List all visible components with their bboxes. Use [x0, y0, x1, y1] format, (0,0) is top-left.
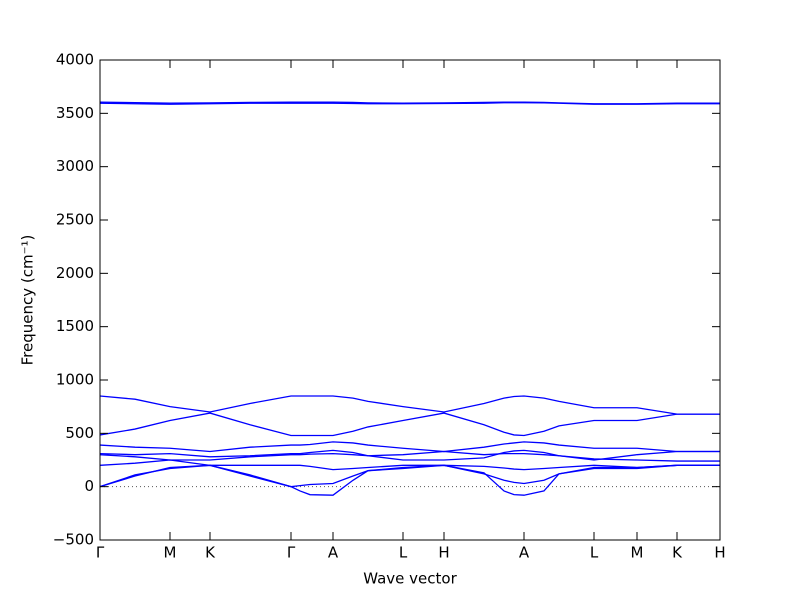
y-tick-label: 3500 [56, 104, 94, 122]
band-line [99, 395, 720, 415]
y-tick-label: 4000 [56, 51, 94, 69]
x-axis-label: Wave vector [363, 570, 457, 588]
band-line [99, 459, 720, 471]
y-axis-label: Frequency (cm⁻¹) [19, 235, 37, 366]
y-tick-label: 3000 [56, 157, 94, 175]
x-tick-label: M [631, 544, 644, 562]
x-tick-label: A [519, 544, 530, 562]
band-line [99, 450, 720, 462]
x-tick-label: Γ [96, 544, 105, 562]
band-line [99, 441, 720, 453]
y-tick-label: 500 [65, 424, 94, 442]
band-line [99, 102, 720, 105]
x-tick-label: A [328, 544, 339, 562]
y-tick-label: 1500 [56, 317, 94, 335]
x-tick-label: K [205, 544, 216, 562]
x-tick-label: Γ [287, 544, 296, 562]
x-tick-label: H [714, 544, 725, 562]
x-tick-label: K [672, 544, 683, 562]
x-tick-label: H [438, 544, 449, 562]
band-line [99, 464, 720, 496]
y-tick-label: 2500 [56, 211, 94, 229]
y-tick-label: 0 [84, 477, 94, 495]
band-line [99, 412, 720, 437]
y-tick-label: 1000 [56, 371, 94, 389]
y-tick-label: −500 [53, 531, 94, 549]
x-tick-label: M [164, 544, 177, 562]
x-tick-label: L [590, 544, 599, 562]
y-tick-label: 2000 [56, 264, 94, 282]
plot-frame [99, 59, 721, 541]
x-tick-label: L [399, 544, 408, 562]
